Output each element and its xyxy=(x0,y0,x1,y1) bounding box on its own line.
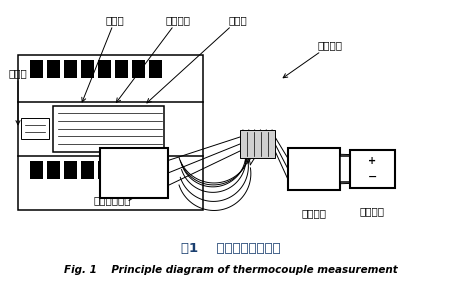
Bar xyxy=(30,60,43,78)
Text: 电测设备: 电测设备 xyxy=(360,206,385,216)
Bar xyxy=(18,55,203,210)
Bar xyxy=(81,60,94,78)
Bar xyxy=(47,60,60,78)
Text: Fig. 1    Principle diagram of thermocouple measurement: Fig. 1 Principle diagram of thermocouple… xyxy=(64,265,398,275)
Bar xyxy=(115,60,128,78)
Bar xyxy=(30,161,43,179)
Bar xyxy=(340,156,350,182)
Text: 被校偶: 被校偶 xyxy=(147,15,247,103)
Text: 测量标准: 测量标准 xyxy=(116,15,190,102)
Text: 图1    热电偶测量原理图: 图1 热电偶测量原理图 xyxy=(181,242,281,254)
Text: −: − xyxy=(368,172,377,182)
Bar xyxy=(100,148,168,198)
Bar xyxy=(350,150,395,188)
Bar xyxy=(98,161,111,179)
Bar xyxy=(115,161,128,179)
Text: +: + xyxy=(368,156,377,166)
Bar xyxy=(64,161,77,179)
Text: 转换开关: 转换开关 xyxy=(302,208,327,218)
Bar xyxy=(98,60,111,78)
Bar xyxy=(132,161,145,179)
Text: 均温块: 均温块 xyxy=(82,15,124,102)
Text: 参考端恒温器: 参考端恒温器 xyxy=(93,195,134,205)
Text: 控温偶: 控温偶 xyxy=(9,68,27,125)
Bar xyxy=(240,130,275,158)
Bar xyxy=(149,161,162,179)
Bar xyxy=(21,118,49,140)
Bar xyxy=(288,148,340,190)
Bar xyxy=(64,60,77,78)
Bar xyxy=(81,161,94,179)
Bar xyxy=(53,106,164,152)
Bar xyxy=(132,60,145,78)
Text: 补偿导线: 补偿导线 xyxy=(283,40,342,78)
Bar xyxy=(47,161,60,179)
Bar xyxy=(149,60,162,78)
